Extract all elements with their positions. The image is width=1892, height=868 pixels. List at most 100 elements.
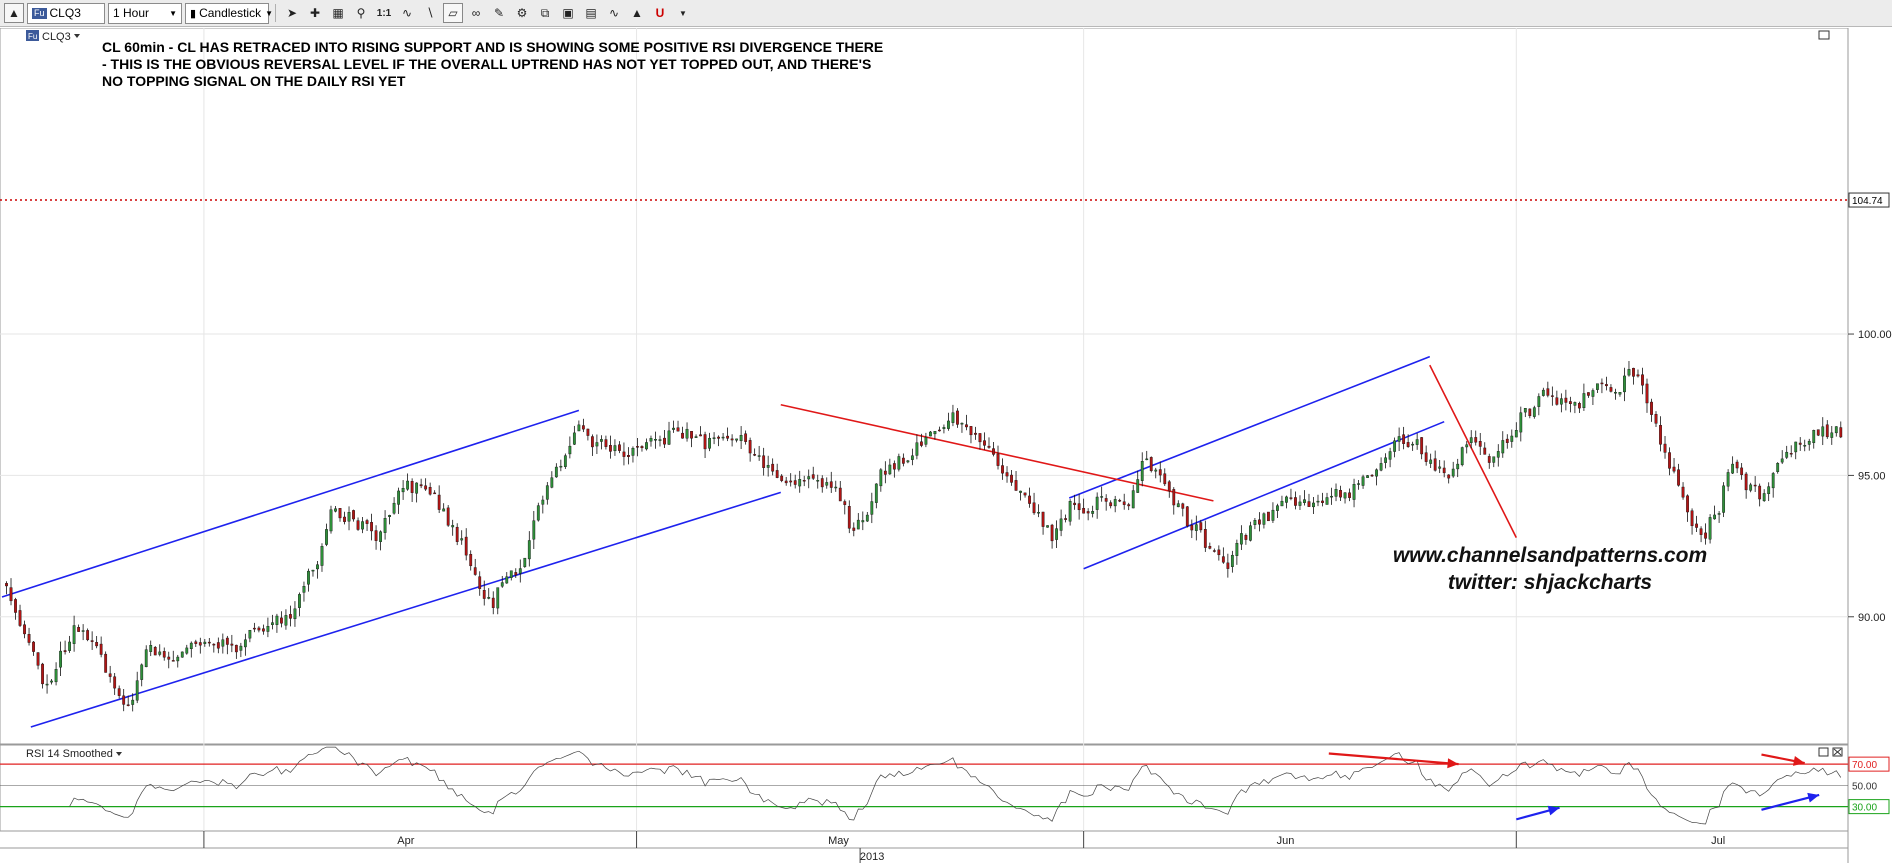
candle-down [1185,506,1189,527]
blue-divergence-arrow-head [1807,792,1820,803]
duplicate-tool-button[interactable]: ⧉ [535,3,555,23]
candle-down [252,627,256,630]
candle-down [1605,384,1608,387]
candle-up [712,437,716,439]
rsi-indicator-label[interactable]: RSI 14 Smoothed [26,748,113,760]
candle-down [433,492,437,495]
candle-up [1532,407,1536,417]
candle-down [356,520,360,530]
candle-up [541,499,545,505]
pencil-tool-button[interactable]: ✎ [489,3,509,23]
zoom-tool-button[interactable]: ⚲ [351,3,371,23]
candle-down [1424,452,1428,462]
candle-down [1659,425,1662,445]
indicator-tool-button[interactable]: ∿ [604,3,624,23]
candle-down [1028,495,1031,504]
candle-up [1230,554,1234,567]
red-divergence-arrow-head [1792,756,1805,766]
candle-up [487,597,491,599]
line-tool-button[interactable]: ∖ [420,3,440,23]
symbol-input[interactable]: Fu CLQ3 [27,2,105,24]
window-tool-button[interactable]: ▤ [581,3,601,23]
window-icon: ▤ [585,6,597,20]
annotation-text-line: NO TOPPING SIGNAL ON THE DAILY RSI YET [102,73,406,89]
candle-down [1158,469,1162,476]
chart-symbol-label[interactable]: CLQ3 [42,31,71,43]
candle-up [1262,513,1266,525]
rsi-dropdown-icon[interactable] [116,752,122,756]
candle-up [1519,412,1523,433]
image-tool-button[interactable]: ▣ [558,3,578,23]
candle-down [1348,492,1351,498]
grid-tool-button[interactable]: ▦ [328,3,348,23]
candle-down [1402,434,1406,444]
candle-up [1541,389,1545,396]
candle-down [171,660,175,662]
rsi-line [69,746,1842,825]
candle-down [1203,529,1207,548]
candle-up [361,521,364,530]
candle-down [1654,414,1658,424]
candle-up [897,456,901,470]
more-tools-button[interactable]: ▼ [673,3,693,23]
candle-down [1758,485,1762,500]
candle-down [365,520,369,524]
candle-up [316,564,319,570]
candle-up [1834,426,1838,434]
candle-up [870,501,874,515]
eraser-icon: ▱ [448,6,458,20]
rsi-level-tag [1848,799,1890,815]
candle-down [744,433,748,442]
maximize-price-panel-icon[interactable] [1818,30,1830,40]
fib-tool-button[interactable]: ∞ [466,3,486,23]
collapse-toolbar-button[interactable]: ▲ [4,3,24,23]
candle-down [207,641,211,644]
alert-tool-button[interactable]: ▲ [627,3,647,23]
candle-down [1753,484,1757,487]
candle-down [974,432,977,435]
candle-down [789,480,793,483]
candle-down [1550,395,1554,397]
candle-up [388,515,391,518]
candle-down [983,440,986,446]
wave-tool-button[interactable]: ∿ [397,3,417,23]
candle-down [1104,498,1108,502]
eraser-tool-button[interactable]: ▱ [443,3,463,23]
crosshair-tool-button[interactable]: ✚ [305,3,325,23]
symbol-value: CLQ3 [49,6,81,20]
candle-up [131,699,135,705]
candle-up [960,422,964,425]
candle-down [1600,382,1604,385]
image-icon: ▣ [562,6,574,20]
candle-up [1285,496,1288,503]
candle-down [992,448,995,455]
watermark-url: www.channelsandpatterns.com [1393,544,1707,567]
candle-down [464,536,468,556]
chart-area[interactable]: Apr May Jun Jul 2013 100.00 95.00 90.00 70.00 50… [0,27,1892,863]
candle-up [1280,500,1284,507]
candle-up [293,608,297,620]
candle-up [1830,432,1834,438]
candle-up [1456,463,1460,470]
settings-tool-button[interactable]: ⚙ [512,3,532,23]
candle-down [581,425,585,430]
candle-down [771,463,775,472]
interval-select[interactable]: 1 Hour ▼ [108,2,182,24]
chart-style-select[interactable]: ▮ Candlestick ▼ [185,2,273,24]
candle-up [68,641,72,651]
candle-down [965,424,968,428]
magnet-tool-button[interactable]: U [650,3,670,23]
zoom-reset-button[interactable]: 1:1 [374,3,394,23]
symbol-dropdown-icon[interactable] [74,34,80,38]
candle-up [865,514,869,522]
candle-up [1537,396,1541,407]
candle-down [280,617,283,624]
watermark-twitter: twitter: shjackcharts [1448,571,1652,594]
candle-down [1041,511,1045,527]
candle-up [1361,476,1365,486]
candle-up [379,531,382,542]
pointer-tool-button[interactable]: ➤ [282,3,302,23]
candle-down [1258,519,1261,525]
maximize-rsi-panel-icon[interactable] [1818,747,1829,757]
y-tick-label: 100.00 [1858,329,1892,341]
